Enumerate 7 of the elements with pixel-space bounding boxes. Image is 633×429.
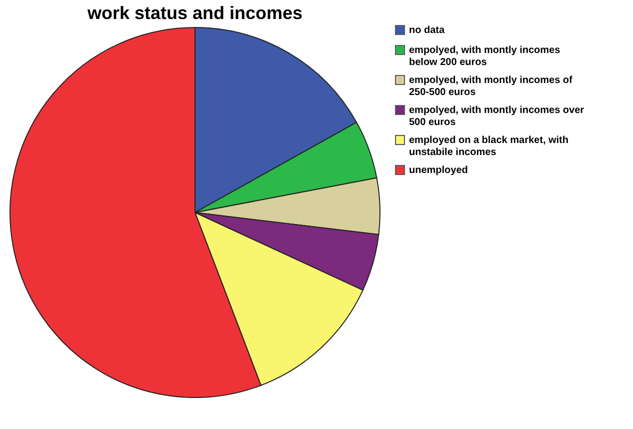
legend-label: empolyed, with montly incomes of 250-500 euros — [409, 75, 574, 98]
legend-label: empolyed, with montly incomes over 500 euros — [409, 105, 584, 128]
legend-label: no data — [409, 25, 445, 36]
legend-label: unemployed — [409, 165, 468, 176]
chart-title: work status and incomes — [86, 3, 303, 23]
legend-label: empolyed, with montly incomes below 200 euros — [409, 45, 561, 68]
legend-label: employed on a black market, with unstabile incomes — [409, 135, 568, 158]
